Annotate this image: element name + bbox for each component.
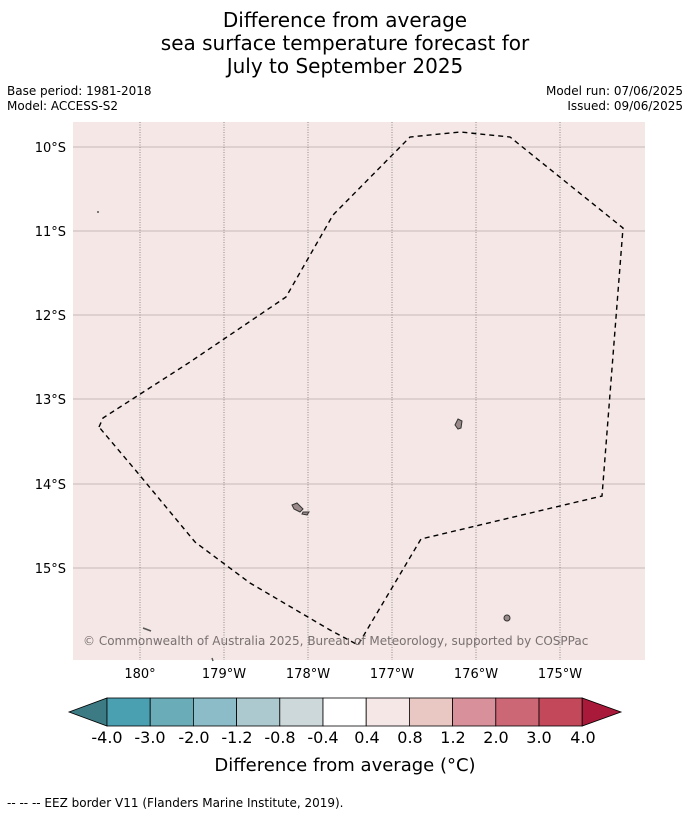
colorbar-label-3: -1.2 [221,728,253,747]
colorbar-label-1: -3.0 [134,728,166,747]
run-info: Model run: 07/06/2025 Issued: 09/06/2025 [546,84,683,114]
colorbar-segment [365,697,410,727]
lat-labels: 10°S 11°S 12°S 13°S 14°S 15°S [35,141,66,577]
colorbar [67,697,623,727]
colorbar-label-4: -0.8 [264,728,296,747]
colorbar-label-6: 0.4 [354,728,380,747]
colorbar-segment [322,697,367,727]
colorbar-label-9: 2.0 [483,728,509,747]
colorbar-segment [192,697,237,727]
islet-southwest [142,627,152,632]
copyright-text: © Commonwealth of Australia 2025, Bureau… [83,634,588,648]
colorbar-segment [279,697,324,727]
map-background [73,122,645,660]
colorbar-segment [495,697,540,727]
island-central [291,502,304,513]
lon-gridlines [139,122,561,660]
colorbar-label-2: -2.0 [178,728,210,747]
colorbar-segment [106,697,151,727]
model-text: Model: ACCESS-S2 [7,99,119,113]
lat-label-10s: 10°S [35,141,66,156]
model-run-text: Model run: 07/06/2025 [545,84,683,98]
title-line-3: July to September 2025 [226,54,464,78]
eez-border [98,131,624,646]
lat-label-15s: 15°S [35,562,66,577]
colorbar-extend-high [581,697,623,727]
lon-label-180: 180° [124,667,155,682]
issued-text: Issued: 09/06/2025 [567,99,683,113]
island-east [454,418,463,430]
lon-label-177w: 177°W [370,667,414,682]
colorbar-label-8: 1.2 [440,728,466,747]
title-line-2: sea surface temperature forecast for [160,31,530,55]
colorbar-segment [452,697,497,727]
island-central-small [301,511,310,516]
colorbar-segment [408,697,453,727]
model-info: Base period: 1981-2018 Model: ACCESS-S2 [7,84,152,114]
base-period-text: Base period: 1981-2018 [7,84,152,98]
lon-label-179w: 179°W [202,667,246,682]
colorbar-title: Difference from average (°C) [214,755,476,776]
colorbar-extend-low [67,697,108,727]
lon-labels: 180° 179°W 178°W 177°W 176°W 175°W [124,667,582,682]
island-southeast [503,614,511,622]
colorbar-segment [149,697,194,727]
title-line-1: Difference from average [222,8,468,32]
colorbar-segment [538,697,583,727]
islet-west [97,211,99,213]
lat-label-12s: 12°S [35,309,66,324]
colorbar-label-11: 4.0 [570,728,596,747]
colorbar-segment [236,697,281,727]
lat-label-11s: 11°S [35,225,66,240]
colorbar-label-7: 0.8 [397,728,423,747]
eez-footnote: -- -- -- EEZ border V11 (Flanders Marine… [7,796,344,810]
lon-label-176w: 176°W [454,667,498,682]
lat-label-13s: 13°S [35,393,66,408]
colorbar-label-5: -0.4 [307,728,339,747]
islet-bottom [211,657,214,662]
chart-title: Difference from average sea surface temp… [0,9,690,78]
lon-label-178w: 178°W [286,667,330,682]
lat-gridlines [73,146,645,569]
colorbar-label-0: -4.0 [91,728,123,747]
lon-label-175w: 175°W [538,667,582,682]
lat-label-14s: 14°S [35,478,66,493]
colorbar-label-10: 3.0 [526,728,552,747]
